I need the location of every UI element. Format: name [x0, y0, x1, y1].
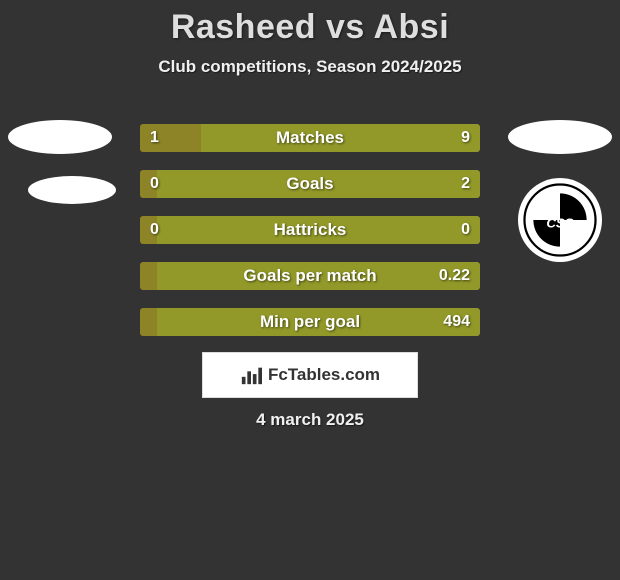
stat-value-left: 0: [150, 170, 159, 198]
stat-bar-right-segment: [157, 170, 480, 198]
stat-bar-right-segment: [157, 308, 480, 336]
stat-bar: 19Matches: [140, 124, 480, 152]
stat-value-right: 2: [461, 170, 470, 198]
player-badge-left-country: [8, 120, 112, 154]
page-subtitle: Club competitions, Season 2024/2025: [0, 57, 620, 77]
player-badge-left-club: [28, 176, 116, 204]
stat-bar-right-segment: [157, 216, 480, 244]
club-logo-icon: CSS: [523, 183, 597, 257]
stat-value-right: 0.22: [439, 262, 470, 290]
stat-bar-left-segment: [140, 262, 157, 290]
logo-text: FcTables.com: [268, 365, 380, 385]
stat-bar-left-segment: [140, 308, 157, 336]
stat-bar: 0.22Goals per match: [140, 262, 480, 290]
player-badge-right-club: CSS: [518, 178, 602, 262]
stat-bar: 02Goals: [140, 170, 480, 198]
stat-bar: 494Min per goal: [140, 308, 480, 336]
stat-value-right: 0: [461, 216, 470, 244]
stat-bar: 00Hattricks: [140, 216, 480, 244]
stat-bar-right-segment: [201, 124, 480, 152]
snapshot-date: 4 march 2025: [0, 410, 620, 430]
stat-value-right: 9: [461, 124, 470, 152]
page-title: Rasheed vs Absi: [0, 0, 620, 47]
fctables-logo[interactable]: FcTables.com: [202, 352, 418, 398]
player-badge-right-country: [508, 120, 612, 154]
svg-text:CSS: CSS: [546, 215, 573, 230]
stat-value-left: 0: [150, 216, 159, 244]
stat-value-right: 494: [443, 308, 470, 336]
bar-chart-icon: [240, 364, 262, 386]
stat-value-left: 1: [150, 124, 159, 152]
comparison-bars: 19Matches02Goals00Hattricks0.22Goals per…: [140, 124, 480, 354]
stat-bar-right-segment: [157, 262, 480, 290]
